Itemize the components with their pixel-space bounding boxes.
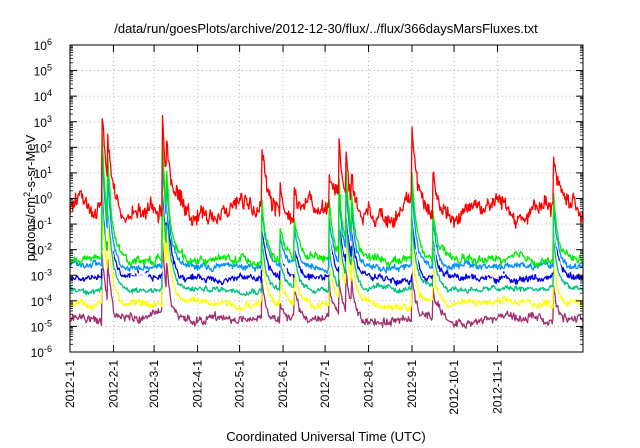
x-tick-labels: 2012-1-1 2012-2-1 2012-3-1 2012-4-1 2012-5-1… <box>63 360 505 415</box>
x-tick-label: 2012-2-1 <box>106 360 120 408</box>
y-tick-label: 10-6 <box>31 344 52 360</box>
y-tick-labels: 10-6 10-5 10-4 10-3 10-2 10-1 100 101 102 103 104 1… <box>31 37 52 360</box>
y-tick-label: 103 <box>34 114 52 130</box>
x-axis-label: Coordinated Universal Time (UTC) <box>226 429 425 444</box>
series-line-s2 <box>69 133 584 269</box>
data-series <box>69 114 584 329</box>
y-tick-label: 101 <box>34 165 52 181</box>
y-tick-label: 10-1 <box>31 216 52 232</box>
axis-ticks <box>69 44 583 353</box>
y-tick-label: 10-3 <box>31 267 52 283</box>
y-tick-label: 106 <box>34 37 52 53</box>
x-tick-label: 2012-7-1 <box>318 360 332 408</box>
y-tick-label: 105 <box>34 63 52 79</box>
y-axis-label-rest: -s-sr-MeV <box>23 134 38 191</box>
y-axis-label-sup: 2 <box>22 192 32 197</box>
y-tick-label: 10-2 <box>31 242 52 258</box>
chart-title: /data/run/goesPlots/archive/2012-12-30/f… <box>114 21 538 36</box>
y-axis-label-main: protons/cm <box>23 197 38 261</box>
y-tick-label: 104 <box>34 88 52 104</box>
y-tick-label: 10-5 <box>31 318 52 334</box>
series-line-s5 <box>69 166 584 286</box>
y-tick-label: 100 <box>34 191 52 207</box>
y-tick-label: 10-4 <box>31 293 52 309</box>
x-tick-label: 2012-11-1 <box>491 360 505 414</box>
x-tick-label: 2012-5-1 <box>233 360 247 408</box>
y-axis-label: protons/cm2-s-sr-MeV <box>22 134 38 261</box>
series-line-s6 <box>69 186 584 297</box>
y-tick-label: 102 <box>34 139 52 155</box>
x-tick-label: 2012-3-1 <box>147 360 161 408</box>
series-line-s8 <box>69 241 584 329</box>
series-line-s1 <box>69 114 584 229</box>
x-tick-label: 2012-1-1 <box>63 360 77 408</box>
series-line-s7 <box>69 207 584 313</box>
series-line-s3 <box>69 151 584 274</box>
x-tick-label: 2012-4-1 <box>191 360 205 408</box>
x-tick-label: 2012-10-1 <box>447 360 461 415</box>
x-tick-label: 2012-9-1 <box>405 360 419 408</box>
x-tick-label: 2012-6-1 <box>276 360 290 408</box>
x-tick-label: 2012-8-1 <box>362 360 376 408</box>
